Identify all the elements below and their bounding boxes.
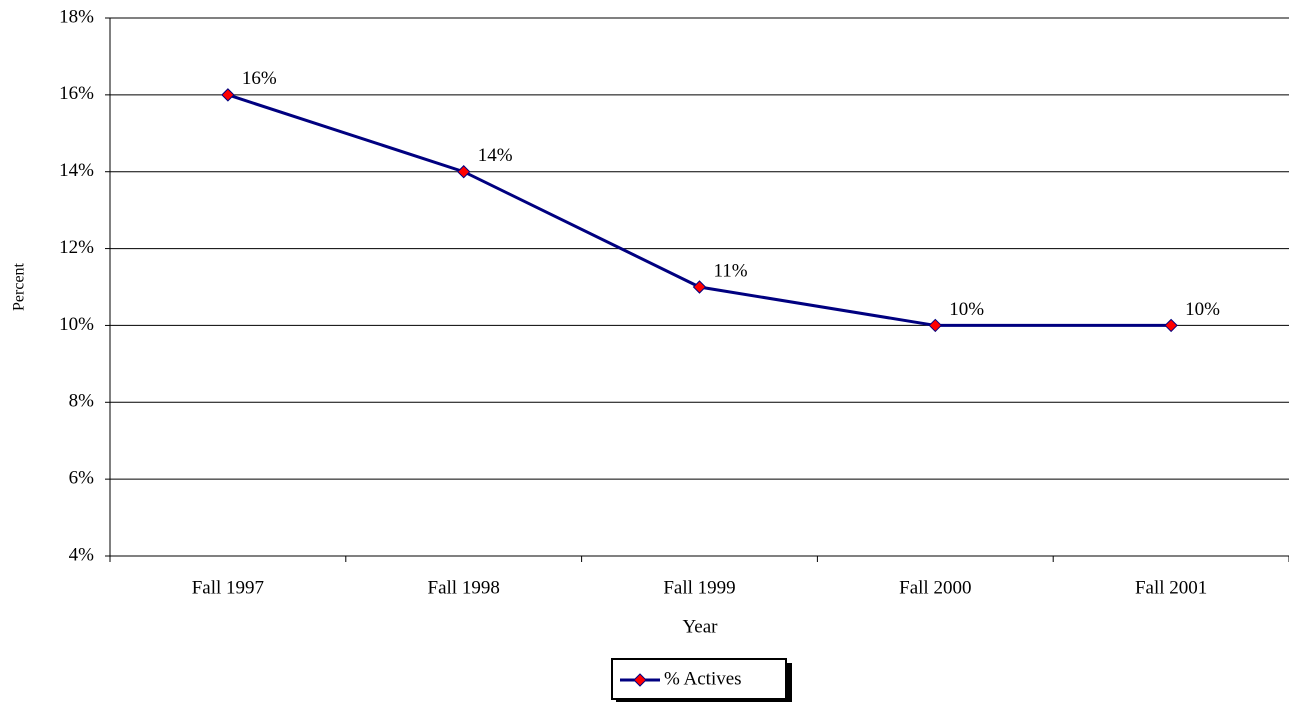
y-tick-label: 6% xyxy=(69,468,95,489)
x-tick-label: Fall 2000 xyxy=(899,577,971,598)
y-tick-label: 16% xyxy=(59,83,94,104)
data-label: 14% xyxy=(478,145,513,166)
marker xyxy=(692,280,707,294)
x-tick-label: Fall 2001 xyxy=(1135,577,1207,598)
data-label: 10% xyxy=(949,299,984,320)
data-label: 10% xyxy=(1185,299,1220,320)
marker xyxy=(221,88,235,102)
legend-marker xyxy=(633,673,647,687)
y-tick-label: 4% xyxy=(69,544,95,565)
marker xyxy=(1164,318,1178,333)
x-tick-label: Fall 1997 xyxy=(192,577,264,598)
x-tick-label: Fall 1999 xyxy=(663,577,735,598)
y-tick-label: 14% xyxy=(59,160,94,181)
y-tick-label: 12% xyxy=(59,237,94,258)
y-tick-label: 18% xyxy=(59,6,94,27)
y-tick-label: 8% xyxy=(69,391,95,412)
y-tick-label: 10% xyxy=(59,314,94,335)
y-axis-label: Percent xyxy=(11,262,28,311)
legend-label: % Actives xyxy=(664,668,742,689)
x-axis-label: Year xyxy=(682,616,718,637)
marker xyxy=(456,165,471,179)
data-label: 16% xyxy=(242,68,277,89)
x-tick-label: Fall 1998 xyxy=(428,577,500,598)
data-label: 11% xyxy=(714,260,748,281)
marker xyxy=(928,318,943,333)
